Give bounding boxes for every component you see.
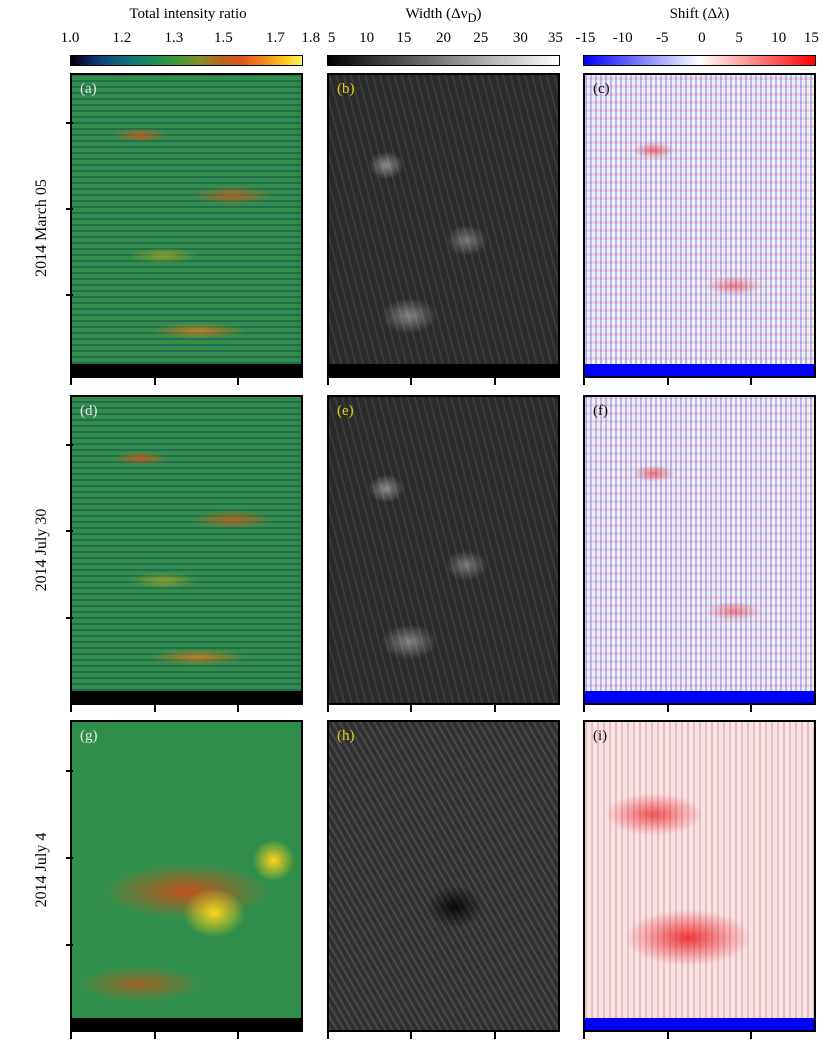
width-title: Width (ΔνD) (405, 6, 482, 25)
panel-label-b: (b) (337, 81, 355, 97)
panel-label-a: (a) (80, 81, 97, 97)
ratio-title: Total intensity ratio (129, 6, 247, 22)
ratio-colorbar-ticks: 1.0 1.2 1.3 1.5 1.7 1.8 (60, 30, 321, 46)
panel-label-h: (h) (337, 728, 355, 744)
row-label-march: 2014 March 05 (33, 179, 50, 277)
shift-colorbar-ticks: -15 -10 -5 0 5 10 15 (575, 30, 819, 46)
shift-colorbar (583, 55, 816, 66)
panel-label-i: (i) (593, 728, 608, 744)
panel-label-f: (f) (593, 403, 608, 419)
shift-title: Shift (Δλ) (669, 6, 730, 22)
panel-c: (c) (583, 73, 816, 378)
panel-label-e: (e) (337, 403, 354, 419)
panel-label-d: (d) (80, 403, 98, 419)
panel-i: (i) (583, 720, 816, 1032)
panel-label-g: (g) (80, 728, 98, 744)
panel-a: (a) (70, 73, 303, 378)
row-label-july30: 2014 July 30 (33, 508, 50, 592)
width-colorbar (327, 55, 560, 66)
row-label-july4: 2014 July 4 (33, 832, 50, 908)
panel-b: (b) (327, 73, 560, 378)
ratio-colorbar (70, 55, 303, 66)
panel-d: (d) (70, 395, 303, 705)
panel-label-c: (c) (593, 81, 610, 97)
panel-h: (h) (327, 720, 560, 1032)
panel-g: (g) (70, 720, 303, 1032)
panel-e: (e) (327, 395, 560, 705)
width-colorbar-ticks: 5 10 15 20 25 30 35 (327, 30, 563, 46)
panel-f: (f) (583, 395, 816, 705)
